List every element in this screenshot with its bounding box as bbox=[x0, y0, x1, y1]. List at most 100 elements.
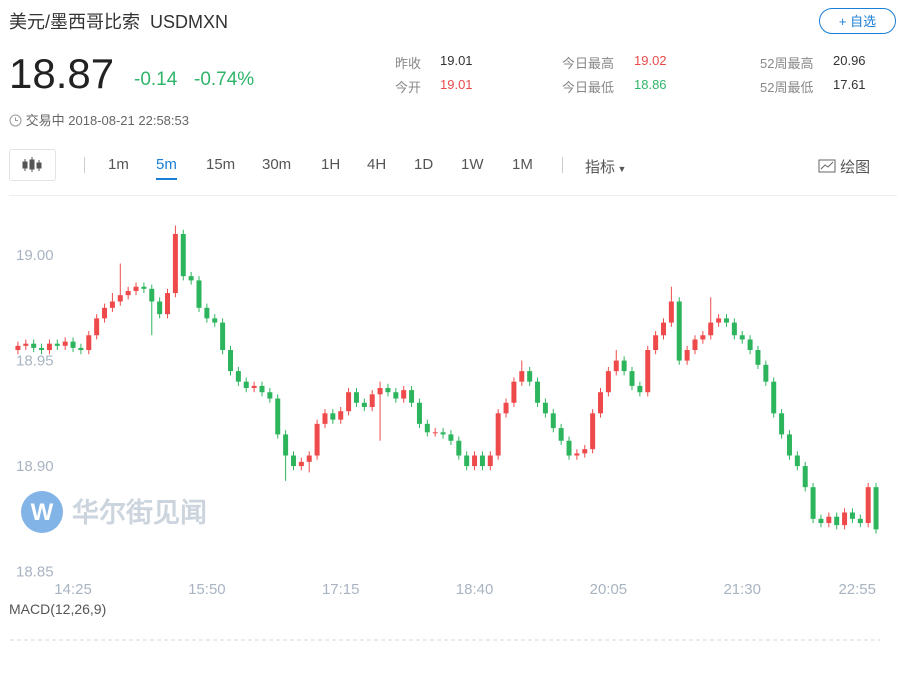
candle-body bbox=[298, 461, 304, 467]
candle-body bbox=[613, 360, 619, 372]
candle-body bbox=[15, 345, 21, 351]
indicator-text: 指标 bbox=[585, 159, 616, 176]
candle-body bbox=[723, 318, 729, 323]
y-tick-label: 18.95 bbox=[16, 353, 54, 370]
candle-body bbox=[54, 343, 60, 346]
candle-body bbox=[637, 385, 643, 393]
candle-body bbox=[668, 301, 674, 323]
period-tab[interactable]: 30m bbox=[262, 156, 292, 173]
candle-body bbox=[472, 455, 478, 467]
stat-value: 18.86 bbox=[634, 77, 667, 92]
x-tick-label: 17:15 bbox=[322, 581, 360, 598]
stat-label: 昨收 bbox=[395, 56, 422, 71]
clock-icon bbox=[9, 114, 22, 127]
candle-body bbox=[235, 371, 241, 382]
candle-body bbox=[747, 339, 753, 351]
candle-body bbox=[582, 449, 588, 454]
stat-label: 今开 bbox=[395, 80, 422, 95]
x-tick-label: 18:40 bbox=[456, 581, 494, 598]
chart-border bbox=[9, 195, 897, 196]
candle-body bbox=[605, 371, 611, 393]
stat-value: 19.01 bbox=[440, 53, 473, 68]
candle-body bbox=[306, 455, 312, 462]
candle-body bbox=[503, 402, 509, 414]
stat-label: 52周最低 bbox=[760, 80, 814, 95]
candle-body bbox=[842, 512, 848, 526]
candle-body bbox=[653, 335, 659, 351]
x-tick-label: 22:55 bbox=[838, 581, 876, 598]
draw-text: 绘图 bbox=[840, 159, 871, 176]
watermark: W 华尔街见闻 bbox=[21, 491, 207, 533]
period-tab[interactable]: 1H bbox=[321, 156, 341, 173]
candle-body bbox=[165, 293, 171, 315]
candle-body bbox=[873, 487, 879, 530]
candle-body bbox=[440, 432, 446, 435]
candle-body bbox=[826, 516, 832, 524]
candle-body bbox=[377, 388, 383, 395]
candle-body bbox=[708, 322, 714, 336]
separator bbox=[562, 157, 563, 173]
candle-body bbox=[275, 398, 281, 435]
svg-text:W: W bbox=[31, 499, 54, 526]
stat-value: 19.01 bbox=[440, 77, 473, 92]
candle-body bbox=[23, 343, 29, 346]
candle-body bbox=[180, 233, 186, 277]
candle-body bbox=[432, 432, 438, 434]
candle-body bbox=[338, 411, 344, 420]
candle-body bbox=[527, 371, 533, 382]
candle-body bbox=[495, 413, 501, 456]
candle-body bbox=[70, 341, 76, 348]
status: 交易中 2018-08-21 22:58:53 bbox=[9, 110, 189, 129]
candle-body bbox=[566, 440, 572, 456]
candle-body bbox=[204, 307, 210, 319]
candle-body bbox=[834, 516, 840, 526]
period-tab[interactable]: 1M bbox=[512, 156, 533, 173]
candle-body bbox=[290, 455, 296, 467]
candle-body bbox=[125, 290, 131, 296]
candle-body bbox=[133, 286, 139, 291]
chart-type-button[interactable] bbox=[9, 149, 56, 181]
candle-body bbox=[62, 341, 68, 346]
candle-body bbox=[590, 413, 596, 450]
candle-body bbox=[196, 280, 202, 308]
candle-body bbox=[385, 388, 391, 393]
indicator-label: MACD(12,26,9) bbox=[9, 601, 106, 617]
stat-value: 20.96 bbox=[833, 53, 866, 68]
candle-body bbox=[739, 335, 745, 340]
candle-body bbox=[731, 322, 737, 336]
x-tick-label: 21:30 bbox=[723, 581, 761, 598]
period-tab[interactable]: 4H bbox=[367, 156, 387, 173]
candle-body bbox=[78, 347, 84, 351]
period-tab[interactable]: 15m bbox=[206, 156, 236, 173]
candle-body bbox=[818, 518, 824, 524]
stat-label: 今日最高 bbox=[562, 56, 615, 71]
period-tab[interactable]: 1W bbox=[461, 156, 484, 173]
candle-body bbox=[755, 350, 761, 365]
candle-body bbox=[700, 335, 706, 340]
candle-body bbox=[716, 318, 722, 323]
candle-body bbox=[141, 286, 147, 289]
symbol: USDMXN bbox=[150, 12, 229, 32]
draw-button[interactable]: 绘图 bbox=[818, 156, 870, 177]
candle-body bbox=[361, 402, 367, 407]
candle-body bbox=[810, 487, 816, 519]
candle-body bbox=[314, 423, 320, 456]
candle-body bbox=[786, 434, 792, 456]
indicator-menu[interactable]: 指标 ▼ bbox=[585, 159, 627, 176]
y-tick-label: 19.00 bbox=[16, 247, 54, 264]
candle-body bbox=[416, 402, 422, 424]
stat-label: 52周最高 bbox=[760, 56, 814, 71]
candle-body bbox=[550, 413, 556, 429]
period-tab[interactable]: 1D bbox=[414, 156, 434, 173]
candle-body bbox=[228, 350, 233, 372]
candle-body bbox=[109, 301, 115, 308]
period-tab[interactable]: 5m bbox=[156, 156, 177, 180]
candle-body bbox=[172, 233, 178, 294]
candle-body bbox=[558, 428, 564, 441]
candle-body bbox=[849, 512, 855, 519]
candle-body bbox=[771, 381, 777, 414]
candle-body bbox=[535, 381, 541, 403]
period-tab[interactable]: 1m bbox=[108, 156, 129, 173]
candle-body bbox=[424, 423, 430, 433]
watch-button[interactable]: + 自选 bbox=[819, 8, 896, 34]
